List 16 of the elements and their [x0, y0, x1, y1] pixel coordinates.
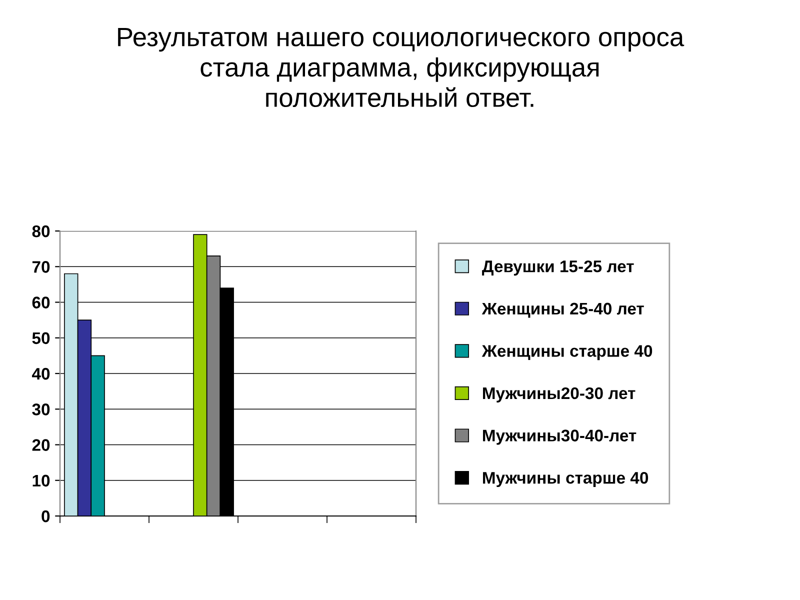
y-tick-label: 70 [32, 261, 50, 273]
y-tick-label: 30 [32, 404, 50, 416]
y-tick-label: 10 [32, 474, 50, 487]
y-tick-label: 20 [32, 439, 50, 451]
y-tick-label: 80 [32, 225, 50, 238]
legend-label: Мужчины20-30 лет [483, 387, 636, 402]
legend-label: Женщины 25-40 лет [482, 302, 644, 318]
legend-label: Девушки 15-25 лет [482, 260, 634, 276]
chart-title: Результатом нашего социологического опроса стала диаграмма, фиксирующая положительный ответ. [118, 28, 684, 108]
y-tick-label: 50 [32, 332, 50, 344]
legend-label: Мужчины старше 40 [483, 472, 648, 488]
legend-label: Женщины старше 40 [482, 345, 652, 360]
y-tick-label: 60 [32, 296, 50, 308]
legend-label: Мужчины30-40-лет [483, 430, 636, 445]
y-tick-label: 0 [42, 510, 50, 522]
y-tick-label: 40 [32, 368, 50, 380]
